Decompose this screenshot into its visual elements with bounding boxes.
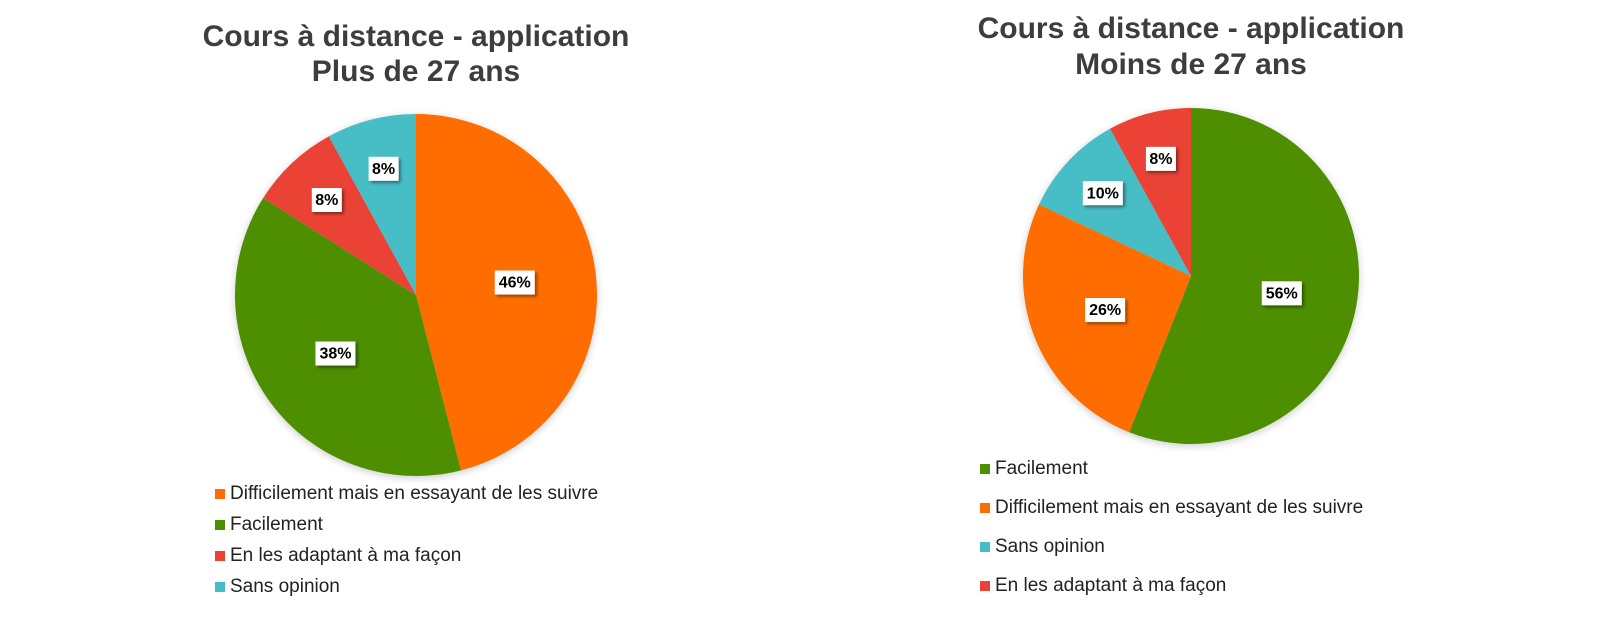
legend-label: En les adaptant à ma façon [230,545,461,566]
legend-swatch [215,582,225,592]
legend-label: Facilement [230,514,324,535]
value-label: 8% [1149,151,1172,168]
value-label: 8% [372,161,395,178]
legend-label: Difficilement mais en essayant de les su… [995,497,1363,518]
chart-title: Cours à distance - application [203,20,630,53]
legend-label: En les adaptant à ma façon [995,575,1226,596]
value-label-box [315,341,356,366]
pie [1023,108,1359,444]
value-label-box [368,156,399,181]
value-label-box [494,270,535,295]
legend-label: Facilement [995,458,1089,479]
value-label-box [1145,146,1176,171]
value-label: 46% [499,275,531,292]
legend-label: Difficilement mais en essayant de les su… [230,483,598,504]
legend-swatch [215,520,225,530]
legend-swatch [215,489,225,499]
legend-label: Sans opinion [230,576,340,597]
legend-swatch [980,503,990,513]
chart-subtitle: Plus de 27 ans [312,55,520,88]
pie-slice [1129,108,1359,444]
value-label-box [1085,298,1126,323]
legend-swatch [980,542,990,552]
legend-swatch [980,581,990,591]
value-label: 10% [1087,185,1119,202]
value-label: 8% [315,192,338,209]
chart-subtitle: Moins de 27 ans [1075,48,1307,81]
chart-title: Cours à distance - application [978,12,1405,45]
legend-swatch [215,551,225,561]
value-label-box [311,188,342,213]
legend-label: Sans opinion [995,536,1105,557]
legend-swatch [980,464,990,474]
pie-slice [234,198,462,476]
value-label-box [1261,281,1302,306]
value-label: 38% [319,346,351,363]
value-label: 56% [1266,286,1298,303]
value-label: 26% [1089,302,1121,319]
pie-slice [263,136,416,295]
value-label-box [1082,181,1123,206]
pie [234,114,598,476]
